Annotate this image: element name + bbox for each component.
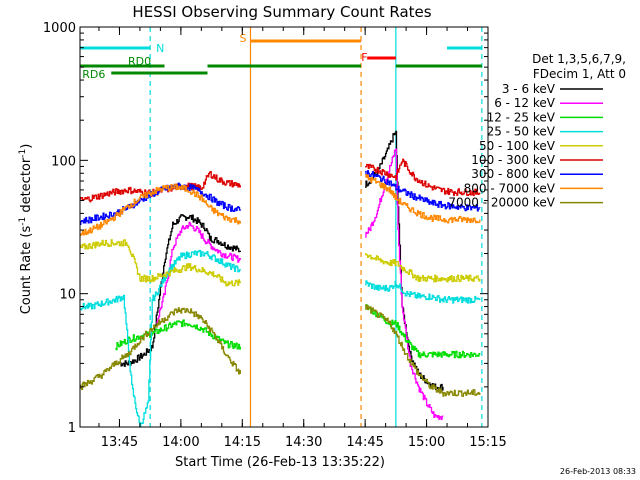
flag-label-n: N <box>156 42 164 55</box>
series-layer <box>80 130 481 428</box>
series-line-4-1 <box>365 253 481 283</box>
plot-frame <box>79 26 489 428</box>
y-axis-label: Count Rate (s-1 detector-1) <box>18 144 34 315</box>
y-label-part-3: ) <box>19 144 34 149</box>
y-tick-label-2: 100 <box>51 154 76 169</box>
legend-label-8: 7000 - 20000 keV <box>448 196 555 210</box>
series-line-1-1 <box>365 148 444 420</box>
series-line-7-1 <box>365 174 481 224</box>
legend-label-5: 100 - 300 keV <box>471 153 555 167</box>
series-line-8-1 <box>365 304 481 397</box>
x-tick-label-2: 14:15 <box>224 435 261 450</box>
x-tick-label-3: 14:30 <box>285 435 322 450</box>
series-line-2-0 <box>115 319 241 351</box>
legend-header-line-2: FDecim 1, Att 0 <box>533 67 626 81</box>
legend-label-3: 25 - 50 keV <box>487 125 556 139</box>
series-line-5-1 <box>365 158 481 197</box>
legend-label-6: 300 - 800 keV <box>471 167 555 181</box>
legend-label-7: 800 - 7000 keV <box>464 181 556 195</box>
flag-label-rd6: RD6 <box>82 68 105 81</box>
y-label-sup-1: -1 <box>18 217 28 226</box>
flag-bars-layer: N S F RD0 RD6 <box>80 32 482 81</box>
flag-label-rd0: RD0 <box>128 55 151 68</box>
y-tick-label-3: 1000 <box>43 21 76 36</box>
x-tick-label-5: 15:00 <box>408 435 445 450</box>
series-line-3-0 <box>80 249 241 428</box>
legend-label-4: 50 - 100 keV <box>479 139 556 153</box>
series-line-1-0 <box>156 221 241 324</box>
y-tick-label-1: 10 <box>59 288 76 303</box>
x-tick-label-1: 14:00 <box>162 435 199 450</box>
x-tick-label-4: 14:45 <box>346 435 383 450</box>
y-label-part-2: detector <box>19 157 34 217</box>
flag-label-f: F <box>361 51 367 64</box>
y-tick-label-0: 1 <box>68 421 76 436</box>
legend-label-2: 12 - 25 keV <box>487 110 556 124</box>
x-axis-label: Start Time (26-Feb-13 13:35:22) <box>175 455 385 470</box>
series-line-0-0 <box>119 214 241 367</box>
legend-header-line-1: Det 1,3,5,6,7,9, <box>532 52 626 66</box>
y-label-sup-2: -1 <box>18 149 28 158</box>
axes-layer: 1 10 100 1000 13:45 14:00 14:15 14:30 14:45 15:00… <box>43 21 507 450</box>
legend-label-1: 6 - 12 keV <box>494 96 556 110</box>
x-tick-label-6: 15:15 <box>469 435 506 450</box>
flag-label-s: S <box>239 32 246 45</box>
legend: Det 1,3,5,6,7,9, FDecim 1, Att 0 3 - 6 k… <box>448 52 626 210</box>
series-line-7-0 <box>80 183 241 237</box>
legend-label-0: 3 - 6 keV <box>502 82 556 96</box>
x-tick-label-0: 13:45 <box>101 435 138 450</box>
y-label-part-1: Count Rate (s <box>19 226 34 315</box>
plot-timestamp: 26-Feb-2013 08:33 <box>560 467 636 476</box>
series-line-3-1 <box>365 280 481 304</box>
series-line-6-0 <box>80 182 241 226</box>
series-line-6-1 <box>365 170 481 212</box>
series-line-4-0 <box>80 239 241 287</box>
chart-title: HESSI Observing Summary Count Rates <box>132 3 431 21</box>
series-line-8-0 <box>80 307 241 390</box>
